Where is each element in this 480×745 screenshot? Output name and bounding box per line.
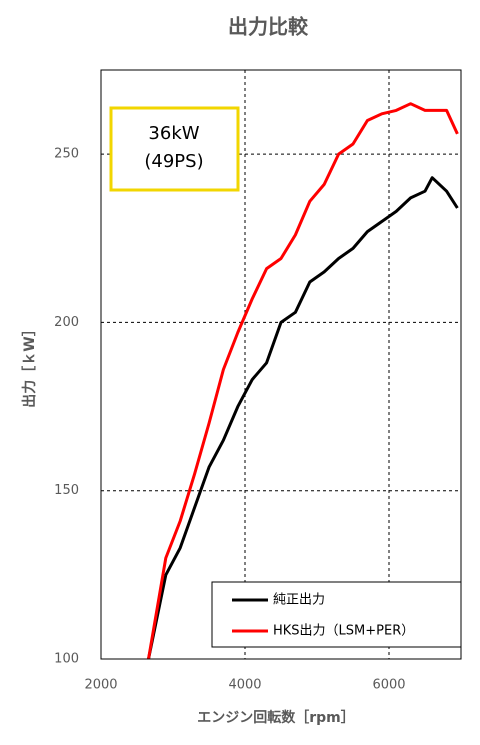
x-tick-label: 4000 (228, 678, 261, 693)
y-tick-label: 250 (54, 147, 79, 162)
plot-frame (100, 69, 462, 660)
legend-label: 純正出力 (273, 593, 325, 608)
y-tick-label: 100 (54, 652, 79, 667)
y-tick-label: 150 (54, 483, 79, 498)
legend-label: HKS出力（LSM+PER） (273, 624, 414, 639)
series-line (147, 102, 459, 660)
chart-title: 出力比較 (228, 15, 309, 39)
x-tick-label: 2000 (84, 678, 117, 693)
legend-box (211, 581, 462, 648)
x-axis-title: エンジン回転数［rpm］ (197, 709, 355, 726)
y-tick-label: 200 (54, 315, 79, 330)
y-axis-title: 出力［ｋW］ (21, 322, 38, 407)
lines (147, 102, 459, 660)
annotation-box (109, 106, 240, 192)
series-line (147, 176, 459, 660)
x-tick-label: 6000 (372, 678, 405, 693)
annotation: 36kW (148, 123, 199, 144)
annotation: (49PS) (144, 151, 203, 172)
